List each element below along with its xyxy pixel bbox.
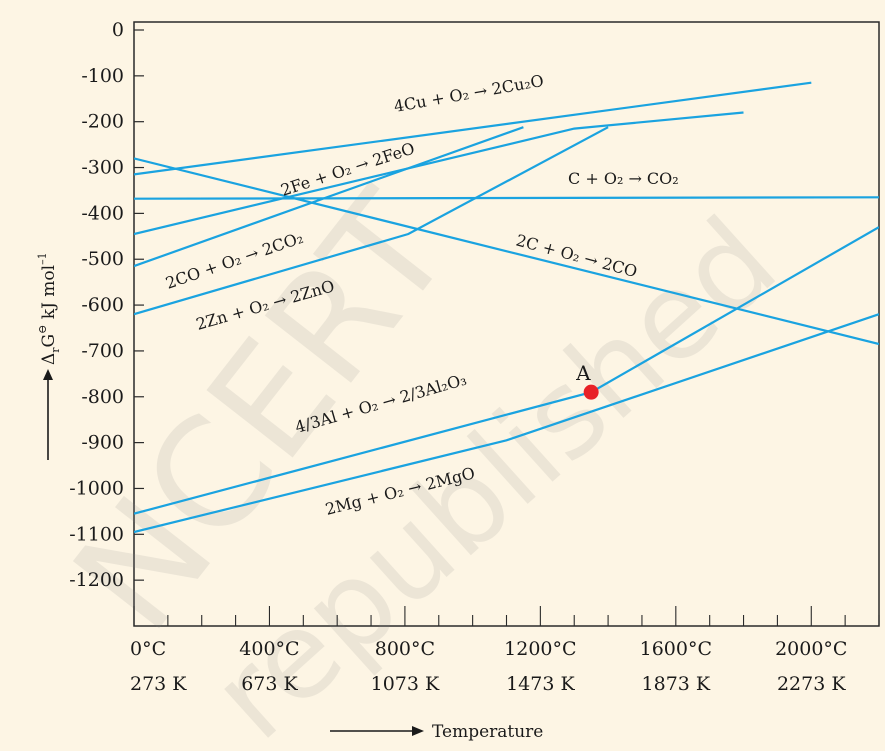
x-tick-label-celsius: 1200°C xyxy=(504,638,576,660)
point-a-label: A xyxy=(575,361,591,385)
y-tick-label: -1100 xyxy=(69,523,124,545)
series-line xyxy=(134,196,879,200)
x-tick-label-kelvin: 1873 K xyxy=(642,673,711,695)
x-tick-label-kelvin: 2273 K xyxy=(777,673,846,695)
annotations: A xyxy=(575,361,599,400)
x-tick-label-celsius: 2000°C xyxy=(775,638,847,660)
x-tick-label-kelvin: 1073 K xyxy=(371,673,440,695)
y-axis-ticks: 0 -100 -200 -300 -400 -500 -600 -700 -800 -900 -10… xyxy=(69,19,144,591)
y-tick-label: 0 xyxy=(112,19,124,41)
x-tick-label-kelvin: 673 K xyxy=(241,673,298,695)
y-tick-label: -300 xyxy=(81,157,124,179)
x-tick-label-kelvin: 1473 K xyxy=(506,673,575,695)
y-axis-label: ΔrG⊖ kJ mol–1 xyxy=(36,252,62,460)
plot-frame xyxy=(133,21,880,627)
y-axis-arrow-icon xyxy=(43,369,53,380)
y-tick-label: -100 xyxy=(81,65,124,87)
y-tick-label: -1200 xyxy=(69,569,124,591)
series-label: C + O₂ → CO₂ xyxy=(568,169,679,188)
y-tick-label: -800 xyxy=(81,386,124,408)
x-tick-label-celsius: 400°C xyxy=(239,638,299,660)
x-axis-ticks: 0°C 273 K 400°C 673 K 800°C 1073 K 1200°C 1473 … xyxy=(130,606,880,695)
point-a-marker xyxy=(583,384,599,400)
y-tick-label: -1000 xyxy=(69,477,124,499)
x-tick-label-celsius: 0°C xyxy=(130,638,166,660)
y-tick-label: -600 xyxy=(81,294,124,316)
series-line xyxy=(134,313,879,534)
x-tick-label-kelvin: 273 K xyxy=(130,673,187,695)
y-tick-label: -500 xyxy=(81,248,124,270)
x-axis-label: Temperature xyxy=(330,722,543,742)
y-axis-label-text: ΔrG⊖ kJ mol–1 xyxy=(36,252,62,365)
y-tick-label: -400 xyxy=(81,202,124,224)
series-line xyxy=(134,81,812,176)
x-tick-label-celsius: 1600°C xyxy=(640,638,712,660)
x-axis-arrow-icon xyxy=(412,726,424,736)
y-tick-label: -900 xyxy=(81,432,124,454)
series-line xyxy=(134,157,879,346)
x-tick-label-celsius: 800°C xyxy=(375,638,435,660)
y-tick-label: -200 xyxy=(81,111,124,133)
series-line xyxy=(134,126,609,316)
x-axis-label-text: Temperature xyxy=(432,722,543,742)
y-tick-label: -700 xyxy=(81,340,124,362)
series-line xyxy=(134,126,524,268)
